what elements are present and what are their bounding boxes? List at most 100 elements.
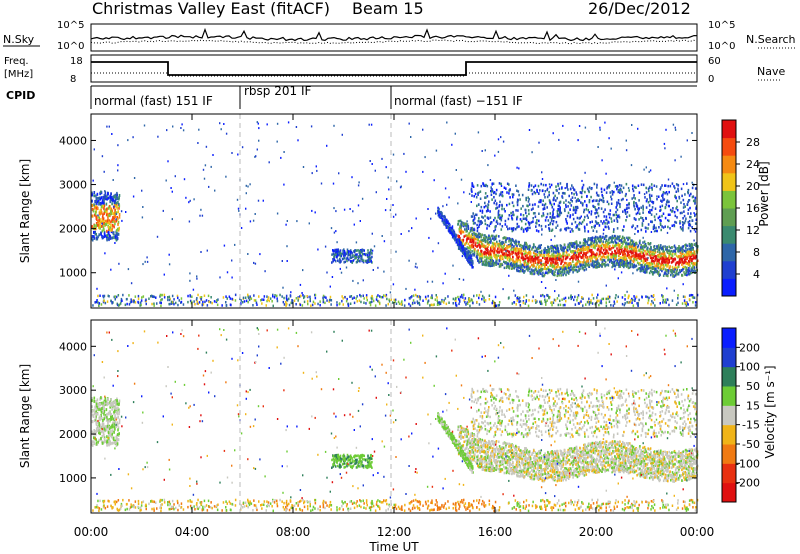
power-echo <box>107 294 109 298</box>
power-echo <box>454 297 457 300</box>
power-echo <box>490 254 493 258</box>
power-echo <box>682 206 685 209</box>
power-echo <box>169 302 171 306</box>
power-echo <box>628 236 631 240</box>
power-echo <box>598 203 600 206</box>
power-echo <box>199 296 202 299</box>
power-echo <box>339 249 342 252</box>
power-echo <box>471 246 473 249</box>
power-echo <box>629 260 632 264</box>
power-echo <box>532 265 534 268</box>
power-echo <box>256 303 258 306</box>
power-echo <box>427 294 429 298</box>
power-echo <box>645 245 648 248</box>
power-echo <box>689 215 691 219</box>
power-echo <box>225 304 228 307</box>
power-echo <box>679 226 682 229</box>
power-echo <box>615 217 618 220</box>
power-echo <box>642 252 645 255</box>
power-echo <box>551 259 553 262</box>
power-echo <box>614 234 616 238</box>
power-echo <box>538 224 540 227</box>
power-echo <box>576 270 579 274</box>
power-echo <box>674 268 676 271</box>
power-echo <box>559 303 562 307</box>
power-echo <box>582 248 585 252</box>
power-echo <box>480 234 483 237</box>
power-echo <box>602 240 604 243</box>
power-echo <box>454 238 456 242</box>
power-echo <box>579 249 581 252</box>
power-echo <box>95 236 98 240</box>
power-echo <box>114 235 117 239</box>
power-echo <box>571 244 574 248</box>
power-echo <box>519 260 522 264</box>
power-echo <box>564 209 566 213</box>
power-echo <box>655 229 657 233</box>
power-echo <box>367 249 369 252</box>
power-echo <box>643 244 646 247</box>
power-echo <box>95 232 97 236</box>
power-echo <box>527 269 529 272</box>
power-echo <box>623 265 625 269</box>
power-echo <box>546 188 548 192</box>
power-echo <box>464 300 466 304</box>
power-echo <box>520 219 523 223</box>
power-echo <box>466 240 468 243</box>
power-echo <box>457 295 459 299</box>
power-echo <box>518 249 520 253</box>
power-echo <box>584 252 587 255</box>
power-echo <box>337 254 339 257</box>
power-echo <box>691 266 694 269</box>
power-echo <box>675 190 678 193</box>
power-echo <box>659 205 662 209</box>
power-echo <box>517 252 520 255</box>
power-echo <box>636 205 638 208</box>
power-echo <box>653 268 656 272</box>
power-echo <box>592 297 595 300</box>
power-echo <box>616 208 619 212</box>
power-echo <box>531 272 533 276</box>
power-echo <box>497 254 500 257</box>
power-echo <box>580 251 583 254</box>
power-echo <box>642 259 645 262</box>
power-echo <box>505 238 507 241</box>
power-echo <box>677 301 679 305</box>
power-echo <box>684 246 687 250</box>
power-echo <box>606 200 609 203</box>
power-echo <box>635 295 638 299</box>
power-echo <box>100 196 103 200</box>
power-echo <box>650 248 652 251</box>
power-echo <box>209 301 212 304</box>
power-echo <box>593 205 595 208</box>
power-echo <box>668 259 670 262</box>
power-echo <box>570 250 572 253</box>
power-echo <box>346 259 348 263</box>
power-echo <box>114 211 116 215</box>
power-echo <box>346 248 349 251</box>
power-echo <box>225 295 227 298</box>
power-echo <box>575 200 578 203</box>
power-echo <box>694 255 697 258</box>
power-echo <box>508 189 510 192</box>
noise-panel: N.Sky 10^5 10^0 10^5 10^0 N.Search <box>3 20 797 52</box>
power-echo <box>523 263 526 266</box>
power-echo <box>524 227 527 231</box>
power-echo <box>604 252 607 255</box>
power-echo <box>506 254 509 258</box>
power-echo <box>607 297 610 300</box>
power-echo <box>674 266 677 270</box>
power-echo <box>653 294 655 297</box>
power-echo <box>345 299 348 303</box>
power-echo <box>462 223 465 226</box>
power-echo <box>487 238 489 242</box>
power-echo <box>578 269 580 272</box>
power-echo <box>687 226 690 230</box>
power-echo <box>365 296 368 299</box>
power-echo <box>96 192 99 196</box>
power-echo <box>518 225 520 228</box>
power-echo <box>557 207 560 211</box>
power-echo <box>582 297 584 300</box>
power-echo <box>371 294 373 298</box>
power-echo <box>680 254 682 257</box>
